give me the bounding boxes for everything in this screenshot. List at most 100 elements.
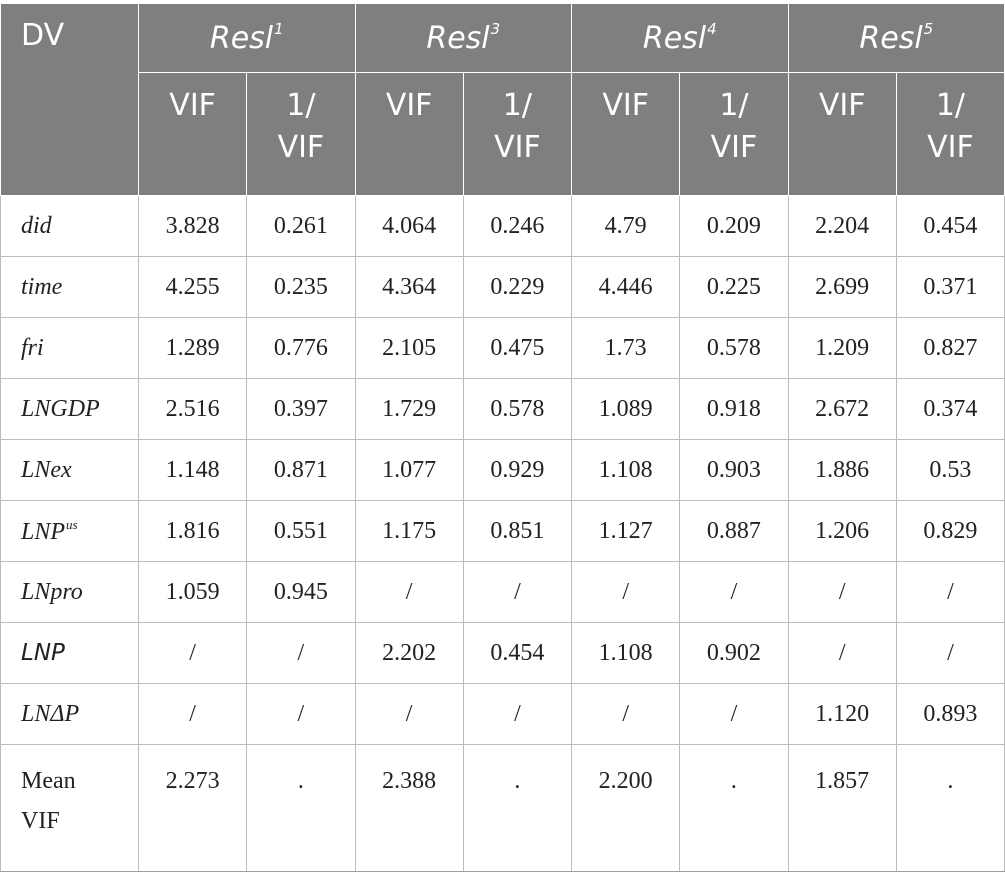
table-cell: 0.893 [895, 683, 1005, 745]
table-cell: 0.929 [462, 439, 573, 501]
table-cell: / [137, 683, 248, 745]
table-cell: 2.202 [354, 622, 464, 684]
table-cell: . [246, 744, 356, 872]
row-label: time [0, 256, 139, 318]
table-cell: 0.578 [679, 317, 789, 379]
table-cell: 2.204 [787, 195, 897, 257]
table-row: fri 1.289 0.776 2.105 0.475 1.73 0.578 1… [0, 317, 1005, 379]
table-cell: 0.945 [246, 561, 356, 623]
table-cell: 0.902 [679, 622, 789, 684]
table-cell: 1.120 [787, 683, 897, 745]
table-cell: 1.077 [354, 439, 464, 501]
row-label: LNpro [0, 561, 139, 623]
table-cell: 1.816 [137, 500, 248, 562]
table-cell: / [571, 683, 681, 745]
table-cell: / [787, 622, 897, 684]
row-label: LNΔP [0, 683, 139, 745]
table-cell: / [462, 561, 573, 623]
table-cell: 1.127 [571, 500, 681, 562]
table-cell: / [571, 561, 681, 623]
inv-vif-header: 1/VIF [246, 72, 356, 196]
table-cell: 0.827 [895, 317, 1005, 379]
vif-header: VIF [354, 72, 464, 196]
table-cell: 1.857 [787, 744, 897, 872]
table-cell: / [354, 683, 464, 745]
table-row: LNPus 1.816 0.551 1.175 0.851 1.127 0.88… [0, 500, 1005, 562]
table-row: LNpro 1.059 0.945 / / / / / / [0, 561, 1005, 623]
table-cell: . [679, 744, 789, 872]
table-cell: / [679, 683, 789, 745]
table-cell: 1.729 [354, 378, 464, 440]
dv-header: DV [0, 3, 139, 196]
table-cell: 0.229 [462, 256, 573, 318]
vif-table: DV Resl1 Resl3 Resl4 Resl5 VIF 1/VIF VIF… [0, 3, 1005, 872]
table-cell: 0.918 [679, 378, 789, 440]
table-cell: / [246, 683, 356, 745]
inv-vif-header: 1/VIF [462, 72, 573, 196]
table-cell: 0.903 [679, 439, 789, 501]
table-cell: / [354, 561, 464, 623]
table-cell: 0.371 [895, 256, 1005, 318]
table-cell: 0.397 [246, 378, 356, 440]
table-cell: 4.064 [354, 195, 464, 257]
table-cell: / [787, 561, 897, 623]
table-cell: 0.776 [246, 317, 356, 379]
group-header-resl4: Resl4 [571, 3, 789, 73]
vif-header: VIF [137, 72, 248, 196]
table-cell: 1.059 [137, 561, 248, 623]
table-cell: 0.454 [462, 622, 573, 684]
table-cell: 0.551 [246, 500, 356, 562]
table-cell: 1.108 [571, 439, 681, 501]
table-cell: 1.089 [571, 378, 681, 440]
table-cell: . [895, 744, 1005, 872]
table-cell: 0.578 [462, 378, 573, 440]
table-cell: 1.175 [354, 500, 464, 562]
table-cell: / [895, 561, 1005, 623]
table-cell: 4.446 [571, 256, 681, 318]
table-cell: 1.209 [787, 317, 897, 379]
row-label: fri [0, 317, 139, 379]
table-cell: / [462, 683, 573, 745]
table-cell: 1.289 [137, 317, 248, 379]
header-row-sub: VIF 1/VIF VIF 1/VIF VIF 1/VIF VIF 1/VIF [1, 72, 1005, 196]
table-cell: 0.261 [246, 195, 356, 257]
table-cell: 4.364 [354, 256, 464, 318]
table-row: LNP / / 2.202 0.454 1.108 0.902 / / [0, 622, 1005, 684]
row-label: LNP [0, 622, 139, 684]
table-row: LNΔP / / / / / / 1.120 0.893 [0, 683, 1005, 745]
mean-vif-row: Mean VIF 2.273 . 2.388 . 2.200 . 1.857 . [0, 744, 1005, 872]
table-cell: / [246, 622, 356, 684]
table-cell: 4.255 [137, 256, 248, 318]
table-cell: 1.886 [787, 439, 897, 501]
table-cell: / [679, 561, 789, 623]
table-cell: / [895, 622, 1005, 684]
table-cell: 0.225 [679, 256, 789, 318]
table-cell: 0.374 [895, 378, 1005, 440]
table-row: did 3.828 0.261 4.064 0.246 4.79 0.209 2… [0, 195, 1005, 257]
table-cell: / [137, 622, 248, 684]
table-cell: 0.851 [462, 500, 573, 562]
table-cell: 0.829 [895, 500, 1005, 562]
table-cell: 2.105 [354, 317, 464, 379]
table-cell: 2.388 [354, 744, 464, 872]
table-cell: 0.454 [895, 195, 1005, 257]
table-cell: 0.53 [895, 439, 1005, 501]
table-cell: 1.108 [571, 622, 681, 684]
table-cell: 1.148 [137, 439, 248, 501]
table-cell: 0.235 [246, 256, 356, 318]
row-label: LNex [0, 439, 139, 501]
table-cell: 3.828 [137, 195, 248, 257]
table-cell: 0.887 [679, 500, 789, 562]
table-cell: 0.871 [246, 439, 356, 501]
vif-header: VIF [787, 72, 897, 196]
table-row: LNex 1.148 0.871 1.077 0.929 1.108 0.903… [0, 439, 1005, 501]
row-label: did [0, 195, 139, 257]
table-cell: 4.79 [571, 195, 681, 257]
mean-vif-label: Mean VIF [0, 744, 139, 872]
table-row: time 4.255 0.235 4.364 0.229 4.446 0.225… [0, 256, 1005, 318]
vif-header: VIF [571, 72, 681, 196]
table-cell: 1.206 [787, 500, 897, 562]
row-label: LNGDP [0, 378, 139, 440]
table-cell: 2.699 [787, 256, 897, 318]
table-row: LNGDP 2.516 0.397 1.729 0.578 1.089 0.91… [0, 378, 1005, 440]
